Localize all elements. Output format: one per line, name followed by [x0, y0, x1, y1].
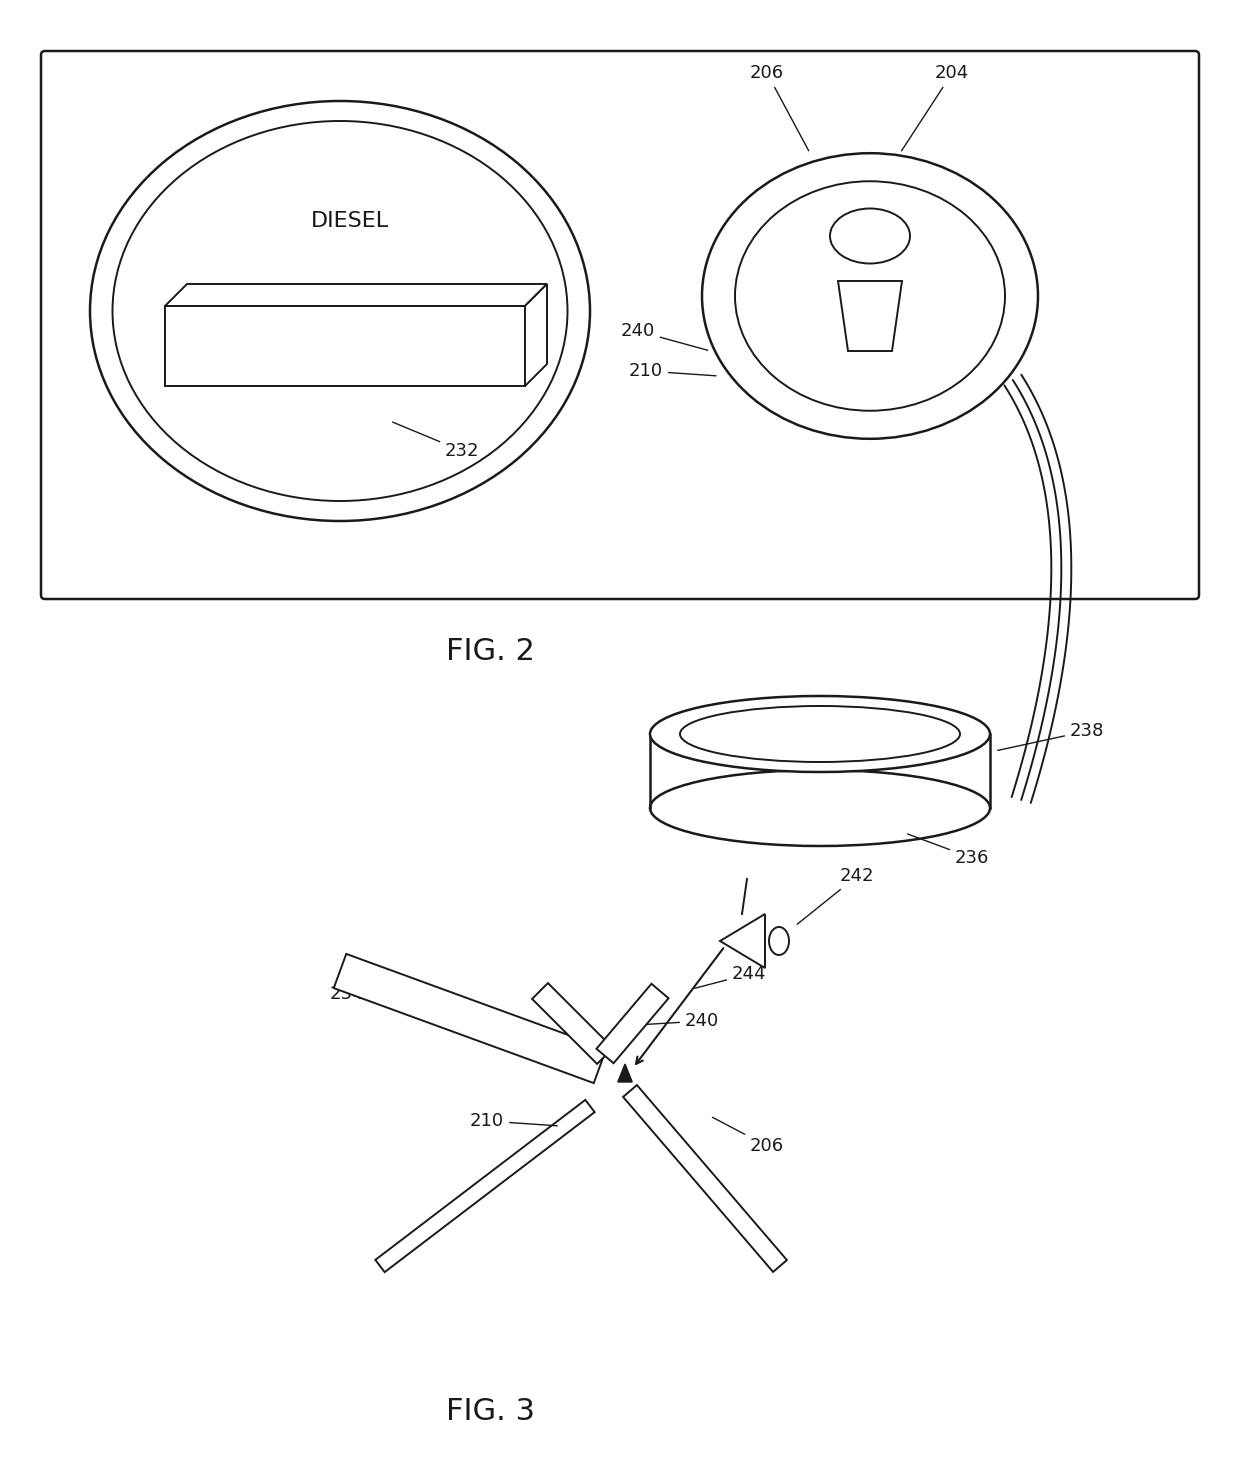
Text: FIG. 2: FIG. 2 [445, 637, 534, 666]
Text: 240: 240 [620, 321, 708, 351]
Bar [165, 305, 525, 386]
Text: 206: 206 [713, 1118, 784, 1156]
Polygon shape [596, 983, 668, 1064]
Text: 242: 242 [797, 866, 874, 925]
Polygon shape [838, 281, 901, 351]
FancyBboxPatch shape [41, 51, 1199, 599]
Polygon shape [334, 954, 606, 1083]
Text: 232: 232 [393, 422, 480, 460]
Text: 244: 244 [694, 966, 766, 988]
Ellipse shape [830, 209, 910, 263]
Polygon shape [618, 1064, 632, 1083]
Text: 210: 210 [629, 362, 715, 380]
Polygon shape [165, 283, 547, 305]
Ellipse shape [650, 695, 990, 771]
Polygon shape [532, 983, 613, 1064]
Text: DIESEL: DIESEL [311, 210, 389, 231]
Polygon shape [720, 915, 765, 969]
Ellipse shape [91, 101, 590, 522]
Text: 210: 210 [470, 1112, 557, 1129]
Text: 204: 204 [901, 64, 970, 150]
Text: FIG. 3: FIG. 3 [445, 1397, 534, 1426]
Ellipse shape [735, 181, 1004, 411]
Ellipse shape [769, 926, 789, 955]
Polygon shape [525, 283, 547, 386]
Ellipse shape [680, 706, 960, 763]
Text: 206: 206 [750, 64, 808, 150]
Polygon shape [622, 1086, 787, 1273]
Ellipse shape [702, 153, 1038, 438]
Ellipse shape [650, 770, 990, 846]
Ellipse shape [113, 121, 568, 501]
Polygon shape [376, 1100, 595, 1273]
Text: 240: 240 [622, 1012, 719, 1030]
Text: 236: 236 [908, 834, 990, 866]
Text: 238: 238 [998, 722, 1105, 751]
Text: 234: 234 [330, 985, 428, 1004]
